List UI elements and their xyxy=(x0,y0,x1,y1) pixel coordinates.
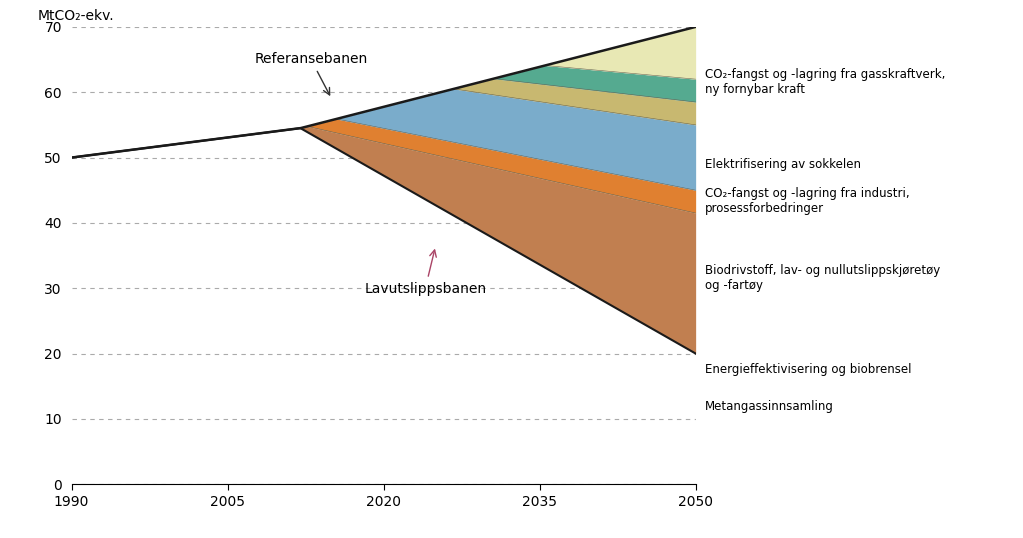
Text: CO₂-fangst og -lagring fra gasskraftverk,
ny fornybar kraft: CO₂-fangst og -lagring fra gasskraftverk… xyxy=(705,68,945,96)
Text: Lavutslippsbanen: Lavutslippsbanen xyxy=(364,250,486,296)
Text: Referansebanen: Referansebanen xyxy=(254,52,367,95)
Text: Elektrifisering av sokkelen: Elektrifisering av sokkelen xyxy=(705,158,861,171)
Text: Metangassinnsamling: Metangassinnsamling xyxy=(705,400,834,413)
Text: Energieffektivisering og biobrensel: Energieffektivisering og biobrensel xyxy=(705,363,911,377)
Text: Biodrivstoff, lav- og nullutslippskjøretøy
og -fartøy: Biodrivstoff, lav- og nullutslippskjøret… xyxy=(705,264,940,293)
Text: CO₂-fangst og -lagring fra industri,
prosessforbedringer: CO₂-fangst og -lagring fra industri, pro… xyxy=(705,187,909,215)
Text: MtCO₂-ekv.: MtCO₂-ekv. xyxy=(37,9,114,23)
